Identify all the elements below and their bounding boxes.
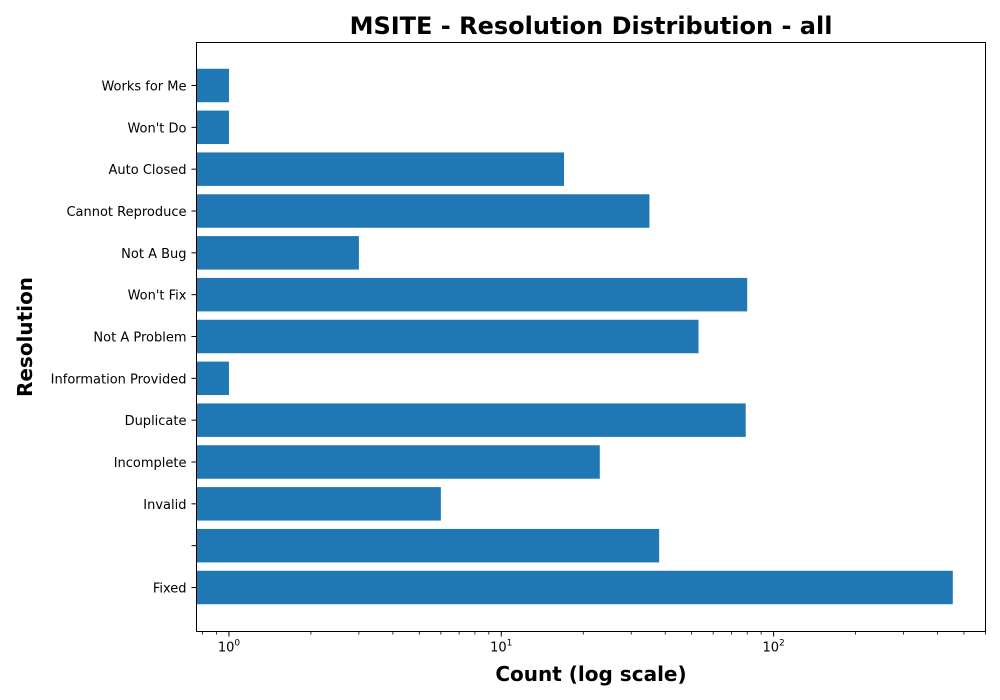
- y-tick-label: Won't Fix: [128, 289, 187, 304]
- chart-title: MSITE - Resolution Distribution - all: [350, 12, 833, 40]
- y-tick-label: Won't Do: [127, 121, 186, 136]
- bar-8: [197, 236, 359, 269]
- x-tick-label: 101: [490, 639, 512, 656]
- bar-11: [197, 111, 229, 144]
- y-tick-label: Auto Closed: [109, 163, 187, 178]
- x-axis-label: Count (log scale): [495, 662, 686, 686]
- bar-3: [197, 445, 600, 478]
- bars-group: [197, 69, 953, 604]
- bar-4: [197, 403, 746, 436]
- y-tick-label: Information Provided: [51, 372, 187, 387]
- y-tick-label: Cannot Reproduce: [66, 205, 186, 220]
- bar-0: [197, 571, 953, 604]
- y-ticks-group: Fixed Invalid Incomplete Duplicate Informati…: [51, 80, 197, 597]
- y-tick-label: Invalid: [143, 498, 186, 513]
- bar-10: [197, 152, 565, 185]
- x-tick-label: 102: [762, 639, 784, 656]
- bar-5: [197, 362, 229, 395]
- bar-6: [197, 320, 699, 353]
- y-tick-label: Not A Bug: [121, 247, 186, 262]
- bar-9: [197, 194, 650, 227]
- bar-2: [197, 487, 441, 520]
- y-tick-label: Duplicate: [125, 414, 187, 429]
- y-tick-label: Not A Problem: [93, 331, 186, 346]
- bar-1: [197, 529, 660, 562]
- y-tick-label: Incomplete: [114, 456, 187, 471]
- y-tick-label: Fixed: [153, 582, 187, 597]
- bar-7: [197, 278, 748, 311]
- x-ticks-group: 100 101 102: [203, 632, 986, 656]
- y-tick-label: Works for Me: [101, 80, 186, 95]
- x-tick-label: 100: [218, 639, 241, 656]
- y-axis-label: Resolution: [13, 277, 37, 397]
- bar-12: [197, 69, 229, 102]
